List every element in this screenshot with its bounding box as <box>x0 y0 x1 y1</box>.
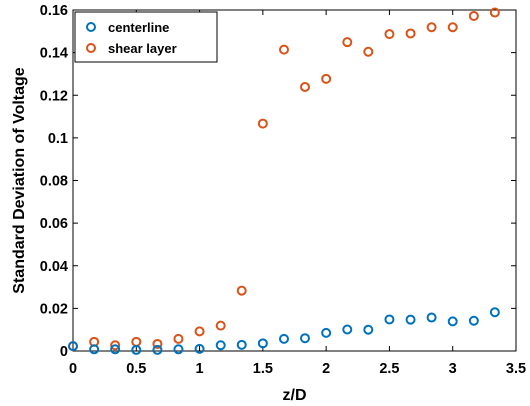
point-centerline <box>236 339 247 350</box>
legend-marker-centerline <box>86 22 96 32</box>
y-tick-label: 0.14 <box>40 46 68 62</box>
point-centerline <box>257 338 268 349</box>
legend-label-shear-layer: shear layer <box>108 41 177 56</box>
x-tick-label: 2 <box>322 361 330 377</box>
x-tick-label: 0.5 <box>126 361 146 377</box>
x-axis-ticks: 0 0.5 1 1.5 2 2.5 3 3.5 <box>69 10 526 377</box>
point-centerline <box>194 343 205 354</box>
point-centerline <box>131 344 142 355</box>
point-shear-layer <box>447 22 458 33</box>
legend-marker-shear-layer <box>86 43 96 53</box>
x-tick-label: 3 <box>449 361 457 377</box>
x-tick-label: 1.5 <box>253 361 273 377</box>
point-shear-layer <box>257 118 268 129</box>
point-centerline <box>468 315 479 326</box>
y-tick-label: 0 <box>60 344 68 360</box>
point-shear-layer <box>384 29 395 40</box>
y-tick-label: 0.06 <box>40 216 68 232</box>
y-tick-label: 0.1 <box>48 131 68 147</box>
y-tick-label: 0.04 <box>40 259 68 275</box>
point-centerline <box>152 344 163 355</box>
point-centerline <box>489 307 500 318</box>
point-shear-layer <box>489 7 500 18</box>
point-shear-layer <box>426 22 437 33</box>
point-shear-layer <box>194 326 205 337</box>
point-centerline <box>384 314 395 325</box>
point-centerline <box>173 344 184 355</box>
y-axis-label: Standard Deviation of Voltage <box>11 67 28 294</box>
point-centerline <box>363 324 374 335</box>
y-tick-label: 0.08 <box>40 174 68 190</box>
legend-label-centerline: centerline <box>108 20 169 35</box>
point-shear-layer <box>215 320 226 331</box>
point-shear-layer <box>236 285 247 296</box>
point-centerline <box>68 341 78 352</box>
y-tick-label: 0.16 <box>40 3 68 19</box>
point-centerline <box>278 333 289 344</box>
point-centerline <box>110 344 121 355</box>
y-tick-label: 0.12 <box>40 88 68 104</box>
point-shear-layer <box>363 46 374 57</box>
x-tick-label: 3.5 <box>506 361 526 377</box>
point-centerline <box>300 333 311 344</box>
point-centerline <box>321 327 332 338</box>
point-centerline <box>426 312 437 323</box>
y-axis-ticks: 0 0.02 0.04 0.06 0.08 0.1 0.12 0.14 0.16 <box>40 3 516 360</box>
point-centerline <box>89 344 100 355</box>
point-shear-layer <box>342 37 353 48</box>
point-shear-layer <box>405 28 416 39</box>
point-shear-layer <box>278 44 289 55</box>
point-shear-layer <box>468 10 479 21</box>
point-shear-layer <box>321 73 332 84</box>
point-shear-layer <box>110 340 121 351</box>
point-shear-layer <box>173 333 184 344</box>
point-shear-layer <box>152 338 163 349</box>
x-tick-label: 1 <box>196 361 204 377</box>
point-centerline <box>215 340 226 351</box>
point-shear-layer <box>300 81 311 92</box>
legend: centerline shear layer <box>74 11 218 63</box>
data-points <box>68 7 500 355</box>
point-centerline <box>405 314 416 325</box>
plot-area <box>72 9 517 352</box>
x-tick-label: 0 <box>69 361 77 377</box>
point-centerline <box>342 324 353 335</box>
y-tick-label: 0.02 <box>40 301 68 317</box>
legend-box <box>74 11 218 63</box>
point-centerline <box>447 316 458 327</box>
x-axis-label: z/D <box>283 387 307 404</box>
x-tick-label: 2.5 <box>379 361 399 377</box>
